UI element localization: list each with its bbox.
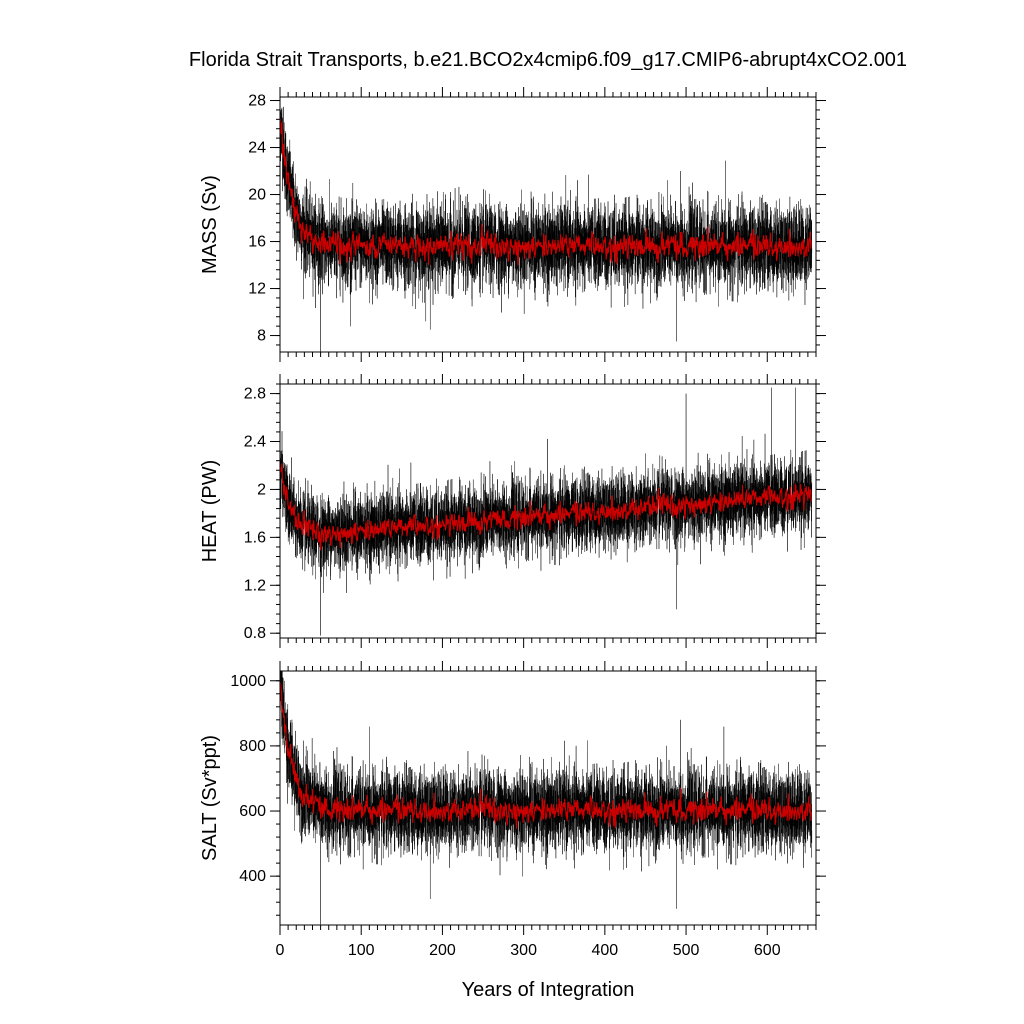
- panel-3: 400 600 800 1000 SALT (Sv*ppt): [199, 661, 826, 935]
- y-tick-label: 0.8: [244, 625, 266, 642]
- y-axis-label-3: SALT (Sv*ppt): [199, 735, 221, 861]
- x-axis-label: Years of Integration: [462, 979, 635, 1001]
- y-tick-label: 2: [257, 481, 266, 498]
- series-monthly-3: [280, 671, 813, 925]
- series-monthly-1: [280, 97, 813, 352]
- panel-2: 0.8 1.2 1.6 2 2.4 2.8 HEAT (PW): [199, 374, 826, 648]
- series-smoothed-1: [280, 118, 812, 266]
- y-tick-label: 1.2: [244, 577, 266, 594]
- x-tick-label: 400: [591, 942, 618, 959]
- x-tick-label: 100: [348, 942, 375, 959]
- y-tick-label: 8: [257, 328, 266, 345]
- y-tick-label: 800: [239, 738, 266, 755]
- y-tick-label: 2.4: [244, 434, 266, 451]
- x-tick-label: 0: [276, 942, 285, 959]
- y-tick-label: 20: [248, 187, 266, 204]
- x-tick-label: 600: [754, 942, 781, 959]
- y-tick-label: 600: [239, 803, 266, 820]
- series-smoothed-2: [280, 463, 812, 551]
- panel-1: 8 12 16 20 24 28 MASS (Sv): [199, 87, 826, 362]
- y-axis-label-1: MASS (Sv): [199, 175, 221, 274]
- y-tick-label: 400: [239, 868, 266, 885]
- y-tick-label: 1.6: [244, 529, 266, 546]
- y-tick-label: 16: [248, 234, 266, 251]
- y-tick-label: 28: [248, 93, 266, 110]
- x-tick-label: 200: [429, 942, 456, 959]
- y-tick-label: 12: [248, 281, 266, 298]
- y-axis-label-2: HEAT (PW): [199, 460, 221, 563]
- series-monthly-2: [280, 387, 813, 636]
- x-tick-label: 300: [510, 942, 537, 959]
- y-tick-label: 1000: [230, 673, 266, 690]
- x-tick-label: 500: [673, 942, 700, 959]
- y-tick-label: 2.8: [244, 386, 266, 403]
- y-tick-label: 24: [248, 140, 266, 157]
- series-smoothed-3: [280, 682, 812, 829]
- panels: 8 12 16 20 24 28 MASS (Sv) 0.8 1.2 1.6 2 2.4 2.8 HEAT…: [199, 87, 826, 959]
- chart-title: Florida Strait Transports, b.e21.BCO2x4c…: [189, 49, 907, 71]
